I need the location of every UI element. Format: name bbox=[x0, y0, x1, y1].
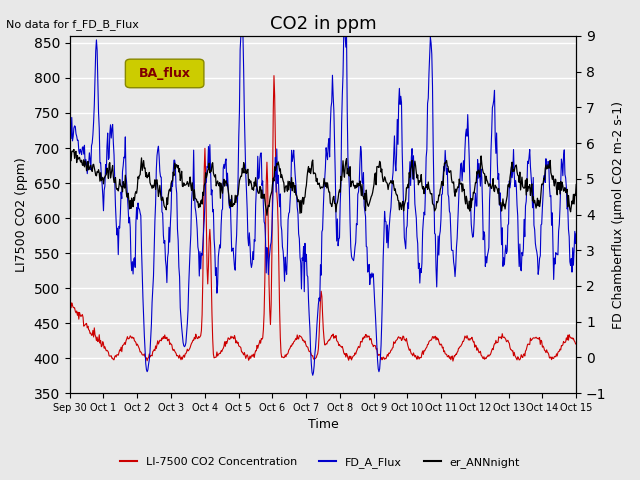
Y-axis label: LI7500 CO2 (ppm): LI7500 CO2 (ppm) bbox=[15, 157, 28, 272]
Legend: LI-7500 CO2 Concentration, FD_A_Flux, er_ANNnight: LI-7500 CO2 Concentration, FD_A_Flux, er… bbox=[116, 452, 524, 472]
Title: CO2 in ppm: CO2 in ppm bbox=[269, 15, 376, 33]
Text: No data for f_FD_B_Flux: No data for f_FD_B_Flux bbox=[6, 19, 140, 30]
Y-axis label: FD Chamberflux (μmol CO2 m-2 s-1): FD Chamberflux (μmol CO2 m-2 s-1) bbox=[612, 100, 625, 328]
FancyBboxPatch shape bbox=[125, 59, 204, 88]
Text: BA_flux: BA_flux bbox=[138, 67, 190, 80]
X-axis label: Time: Time bbox=[308, 419, 339, 432]
